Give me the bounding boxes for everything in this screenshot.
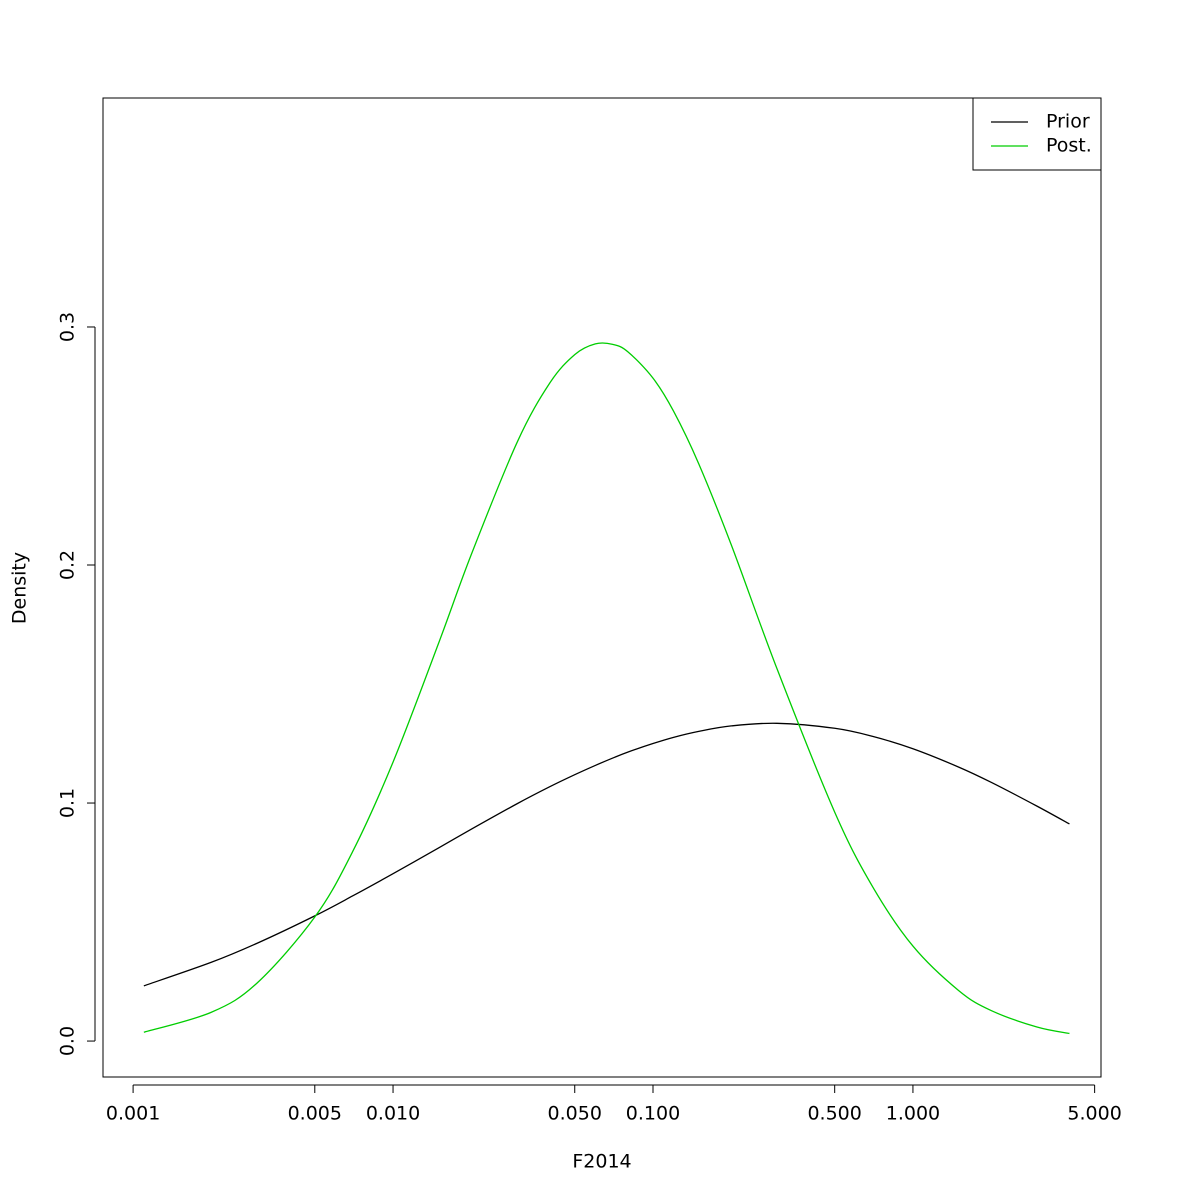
series-line <box>143 722 1070 987</box>
series-line <box>143 342 1070 1035</box>
x-tick-label: 5.000 <box>1067 1103 1121 1125</box>
x-tick-label: 0.010 <box>366 1103 420 1125</box>
x-tick-label: 0.050 <box>548 1103 602 1125</box>
x-tick-label: 0.005 <box>288 1103 342 1125</box>
x-tick-label: 0.100 <box>626 1103 680 1125</box>
x-tick-label: 1.000 <box>886 1103 940 1125</box>
y-tick-label: 0.2 <box>57 550 79 580</box>
x-axis-label: F2014 <box>572 1151 631 1173</box>
plot-frame <box>102 97 1102 1078</box>
y-tick-label: 0.1 <box>57 788 79 818</box>
x-tick-label: 0.001 <box>106 1103 160 1125</box>
legend-box <box>972 97 1102 171</box>
y-tick-label: 0.3 <box>57 312 79 342</box>
y-axis-label: Density <box>9 552 31 624</box>
legend-label: Post. <box>1046 135 1092 157</box>
y-tick-label: 0.0 <box>57 1026 79 1056</box>
legend-label: Prior <box>1046 111 1090 133</box>
x-tick-label: 0.500 <box>807 1103 861 1125</box>
